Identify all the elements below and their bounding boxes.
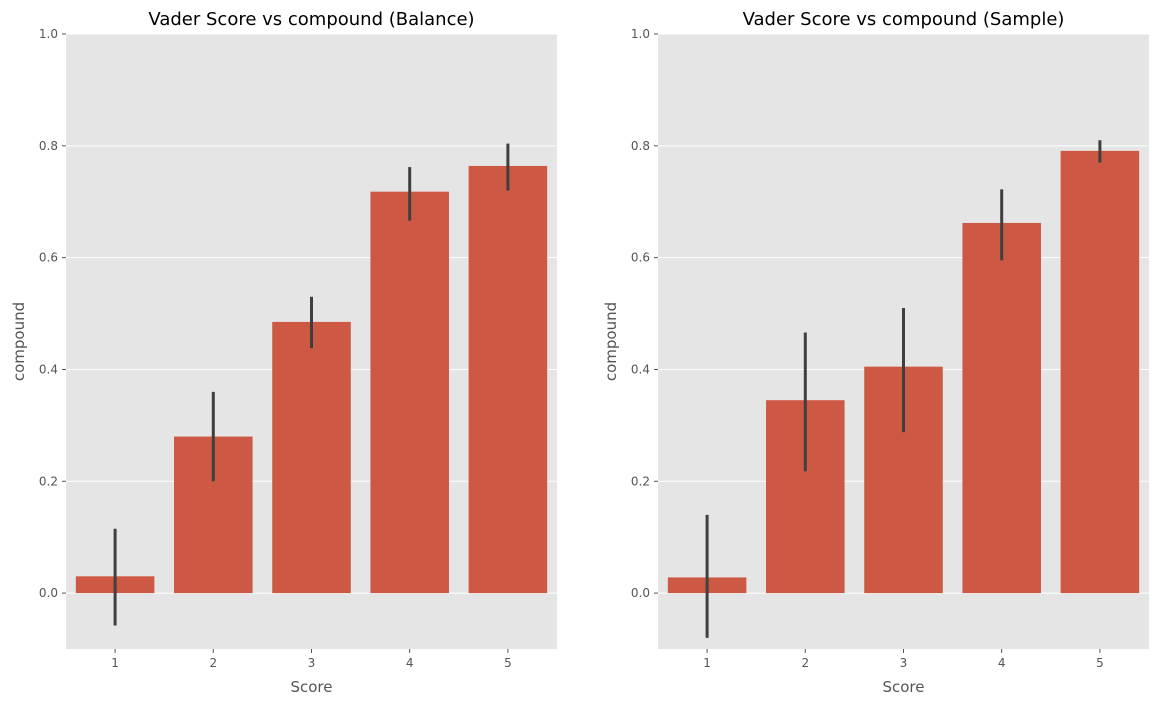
y-tick-label: 0.8 bbox=[39, 139, 58, 153]
y-tick-label: 0.6 bbox=[39, 251, 58, 265]
y-tick-label: 0.2 bbox=[39, 474, 58, 488]
bar bbox=[1060, 150, 1140, 594]
x-tick-label: 1 bbox=[703, 656, 711, 670]
x-tick-label: 1 bbox=[111, 656, 119, 670]
chart-sample: 0.0 0.2 0.4 0.6 0.8 1.0 1 2 3 4 5 Vader Score vs … bbox=[602, 9, 1149, 696]
x-tick-label: 2 bbox=[209, 656, 217, 670]
y-tick-label: 0.6 bbox=[631, 251, 650, 265]
chart-title: Vader Score vs compound (Sample) bbox=[743, 9, 1065, 30]
x-tick-label: 5 bbox=[1096, 656, 1104, 670]
x-tick-label: 2 bbox=[801, 656, 809, 670]
bar bbox=[370, 191, 449, 594]
y-tick-label: 0.4 bbox=[631, 362, 650, 376]
bar bbox=[272, 321, 351, 594]
bar bbox=[962, 222, 1041, 594]
y-tick-labels: 0.0 0.2 0.4 0.6 0.8 1.0 bbox=[39, 27, 66, 600]
y-tick-label: 0.4 bbox=[39, 362, 58, 376]
x-tick-label: 4 bbox=[406, 656, 414, 670]
y-axis-label: compound bbox=[10, 302, 28, 381]
x-axis-label: Score bbox=[290, 678, 332, 696]
chart-balance: 0.0 0.2 0.4 0.6 0.8 1.0 1 2 3 4 5 Vader Score vs … bbox=[10, 9, 557, 696]
y-tick-label: 0.8 bbox=[631, 139, 650, 153]
x-tick-label: 3 bbox=[900, 656, 908, 670]
y-tick-label: 1.0 bbox=[631, 27, 650, 41]
y-tick-label: 0.0 bbox=[631, 586, 650, 600]
x-axis-label: Score bbox=[882, 678, 924, 696]
x-tick-label: 3 bbox=[308, 656, 316, 670]
y-tick-label: 0.2 bbox=[631, 474, 650, 488]
x-tick-labels: 1 2 3 4 5 bbox=[703, 649, 1104, 670]
error-bars bbox=[705, 140, 1102, 638]
y-axis-label: compound bbox=[602, 302, 620, 381]
x-tick-label: 4 bbox=[998, 656, 1006, 670]
y-tick-label: 0.0 bbox=[39, 586, 58, 600]
chart-title: Vader Score vs compound (Balance) bbox=[148, 9, 474, 30]
y-tick-label: 1.0 bbox=[39, 27, 58, 41]
bars bbox=[75, 165, 548, 594]
x-tick-labels: 1 2 3 4 5 bbox=[111, 649, 512, 670]
bar bbox=[468, 165, 548, 594]
y-tick-labels: 0.0 0.2 0.4 0.6 0.8 1.0 bbox=[631, 27, 658, 600]
x-tick-label: 5 bbox=[504, 656, 512, 670]
error-bars bbox=[113, 143, 510, 626]
